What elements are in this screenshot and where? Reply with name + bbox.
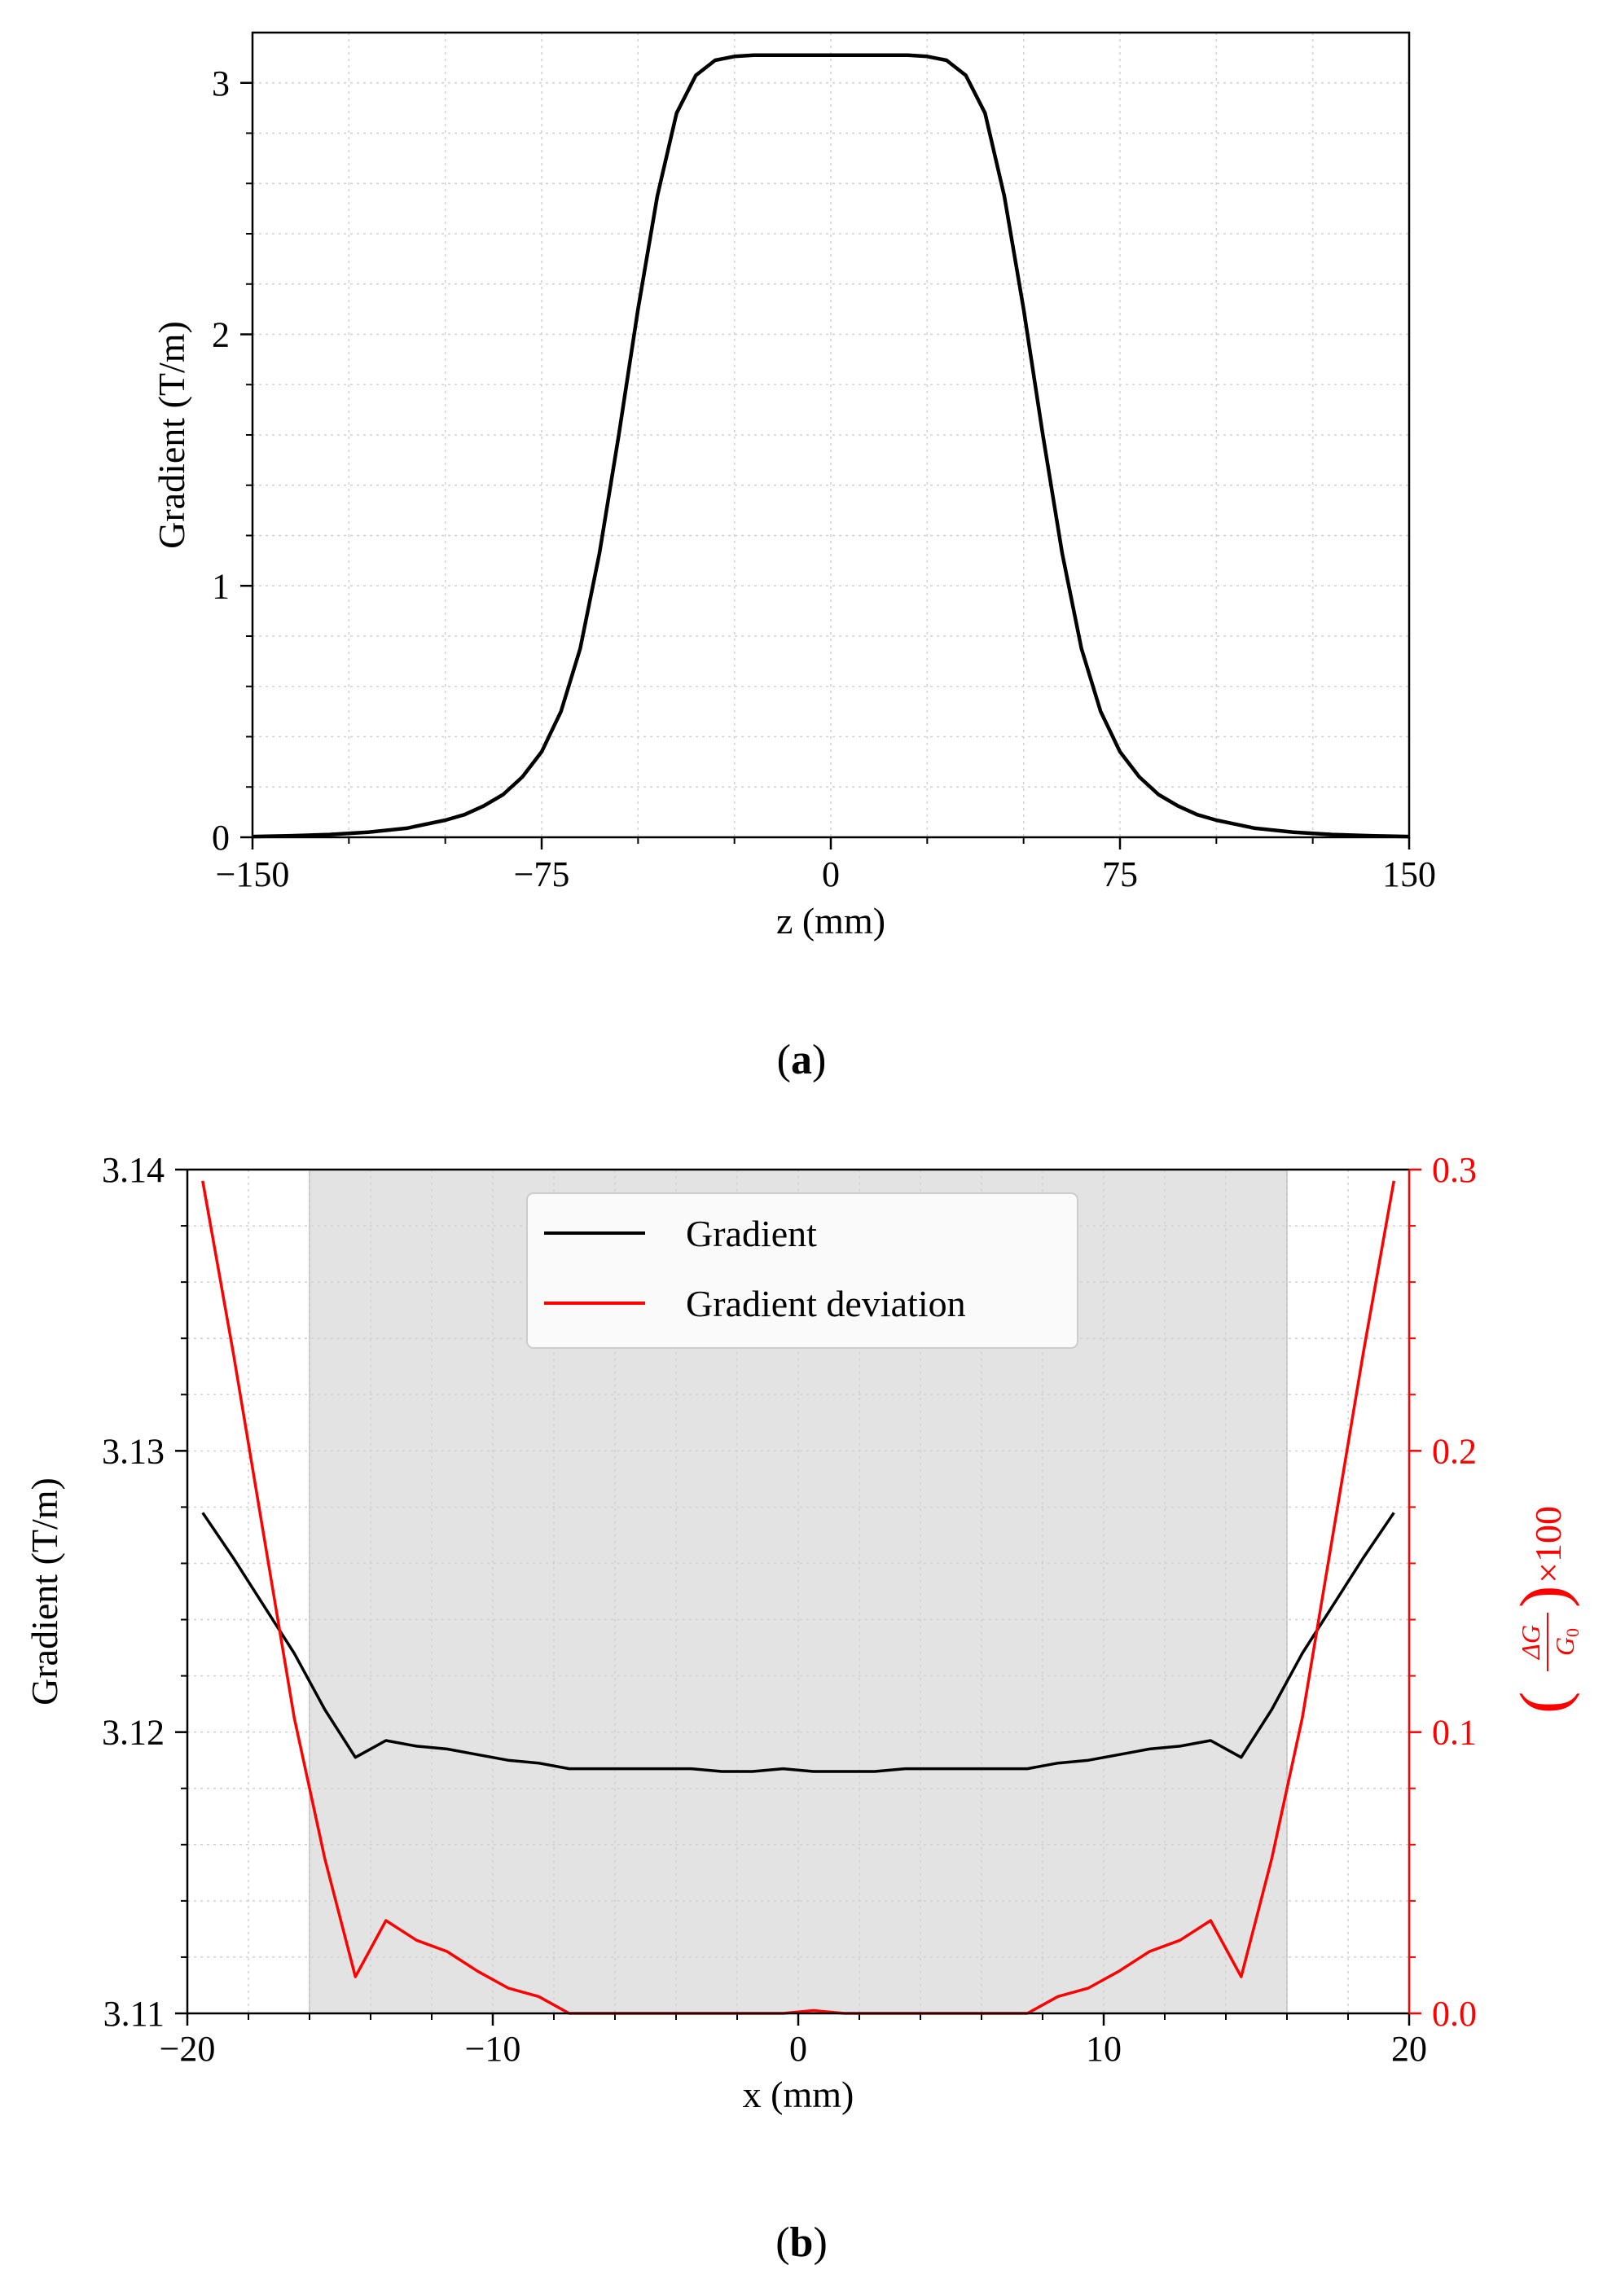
x-tick-label: 0 bbox=[822, 854, 840, 894]
y-right-axis-label: (ΔG G0)×100 bbox=[1506, 1506, 1583, 1714]
caption-paren: ) bbox=[813, 2219, 827, 2266]
y-tick-label: 1 bbox=[212, 566, 230, 606]
caption-paren: ) bbox=[812, 1037, 826, 1083]
x-tick-label: −20 bbox=[160, 2029, 216, 2069]
grid-a bbox=[253, 33, 1409, 837]
x-tick-label: −10 bbox=[465, 2029, 521, 2069]
x-tick-label: −150 bbox=[216, 854, 290, 894]
legend-box bbox=[526, 1192, 1078, 1349]
caption-letter: b bbox=[790, 2219, 814, 2266]
y-axis-label: Gradient (T/m) bbox=[24, 1477, 65, 1706]
y-tick-label: 3.11 bbox=[103, 1994, 165, 2034]
x-tick-label: 10 bbox=[1086, 2029, 1122, 2069]
right-label-denominator-var: G bbox=[1550, 1637, 1579, 1656]
series-gradient-line bbox=[201, 1512, 1395, 1773]
y-tick-label: 2 bbox=[212, 315, 230, 355]
y-right-tick-label: 0.2 bbox=[1432, 1431, 1477, 1471]
y-right-tick-label: 0.0 bbox=[1432, 1994, 1477, 2034]
panel-b-gradient-vs-x: −20 −10 0 10 20 3.11 3.12 3.13 3.14 0.0 0.1 0.2 0.3 G… bbox=[24, 1150, 1583, 2115]
panel-a-gradient-vs-z: −150 −75 0 75 150 0 1 2 3 z (mm) Gradient (T/m) bbox=[151, 31, 1436, 942]
right-label-denominator-sub: 0 bbox=[1562, 1628, 1583, 1637]
caption-paren: ( bbox=[777, 1037, 791, 1083]
series-gradient-line bbox=[252, 53, 1410, 839]
y-right-tick-label: 0.3 bbox=[1432, 1150, 1477, 1190]
panel-a-caption: (a) bbox=[777, 1037, 827, 1083]
right-label-denominator: G0 bbox=[1550, 1628, 1583, 1656]
y-right-tick-label: 0.1 bbox=[1432, 1713, 1477, 1753]
x-axis-label: x (mm) bbox=[743, 2074, 854, 2115]
y-axis-label: Gradient (T/m) bbox=[151, 321, 192, 549]
minor-ticks-a bbox=[246, 81, 1410, 844]
right-label-paren-close: ) bbox=[1506, 1586, 1580, 1608]
caption-paren: ( bbox=[775, 2219, 789, 2266]
legend-label: Gradient bbox=[686, 1213, 817, 1254]
panel-b-caption: (b) bbox=[775, 2219, 828, 2266]
caption-letter: a bbox=[791, 1037, 812, 1083]
x-tick-label: 20 bbox=[1391, 2029, 1427, 2069]
x-tick-label: 150 bbox=[1382, 854, 1436, 894]
plot-frame-a bbox=[251, 31, 1411, 839]
x-tick-label: −75 bbox=[514, 854, 570, 894]
y-tick-label: 3 bbox=[212, 64, 230, 103]
x-axis-label: z (mm) bbox=[776, 900, 885, 942]
series-gradient-deviation-line bbox=[201, 1180, 1396, 2015]
y-tick-label: 0 bbox=[212, 818, 230, 858]
right-label-multiplier: ×100 bbox=[1527, 1506, 1569, 1583]
right-label-paren-open: ( bbox=[1506, 1692, 1580, 1714]
y-tick-label: 3.14 bbox=[102, 1150, 165, 1190]
y-tick-label: 3.13 bbox=[102, 1431, 165, 1471]
x-tick-label: 75 bbox=[1102, 854, 1138, 894]
legend: Gradient Gradient deviation bbox=[526, 1192, 1078, 1349]
y-tick-label: 3.12 bbox=[102, 1713, 165, 1753]
legend-label: Gradient deviation bbox=[686, 1283, 966, 1324]
x-tick-label: 0 bbox=[789, 2029, 807, 2069]
right-label-numerator: ΔG bbox=[1516, 1625, 1545, 1661]
